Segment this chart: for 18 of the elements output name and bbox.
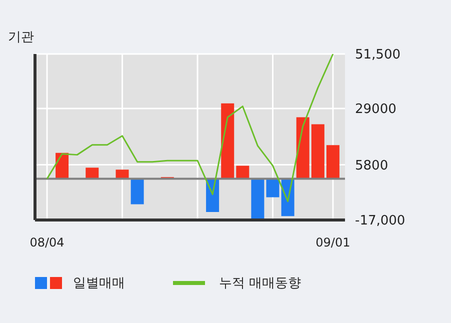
y-tick-label: 5800: [355, 158, 388, 174]
x-tick-label: 09/01: [316, 236, 350, 250]
line-series: [46, 54, 334, 202]
bar: [130, 178, 144, 204]
y-tick-label: -17,000: [355, 214, 406, 229]
x-tick-label: 08/04: [30, 236, 64, 250]
legend-label: 누적 매매동향: [219, 275, 302, 292]
y-tick-label: 29000: [355, 102, 396, 118]
bar: [251, 178, 264, 220]
legend-label: 일별매매: [73, 275, 125, 292]
y-tick-label: 51,500: [355, 48, 400, 63]
bar: [266, 178, 280, 198]
bar: [326, 145, 340, 179]
bar: [221, 103, 234, 179]
bar: [236, 166, 250, 179]
bar: [86, 168, 99, 179]
bar: [311, 124, 324, 179]
chart-title: 기관: [8, 29, 34, 46]
